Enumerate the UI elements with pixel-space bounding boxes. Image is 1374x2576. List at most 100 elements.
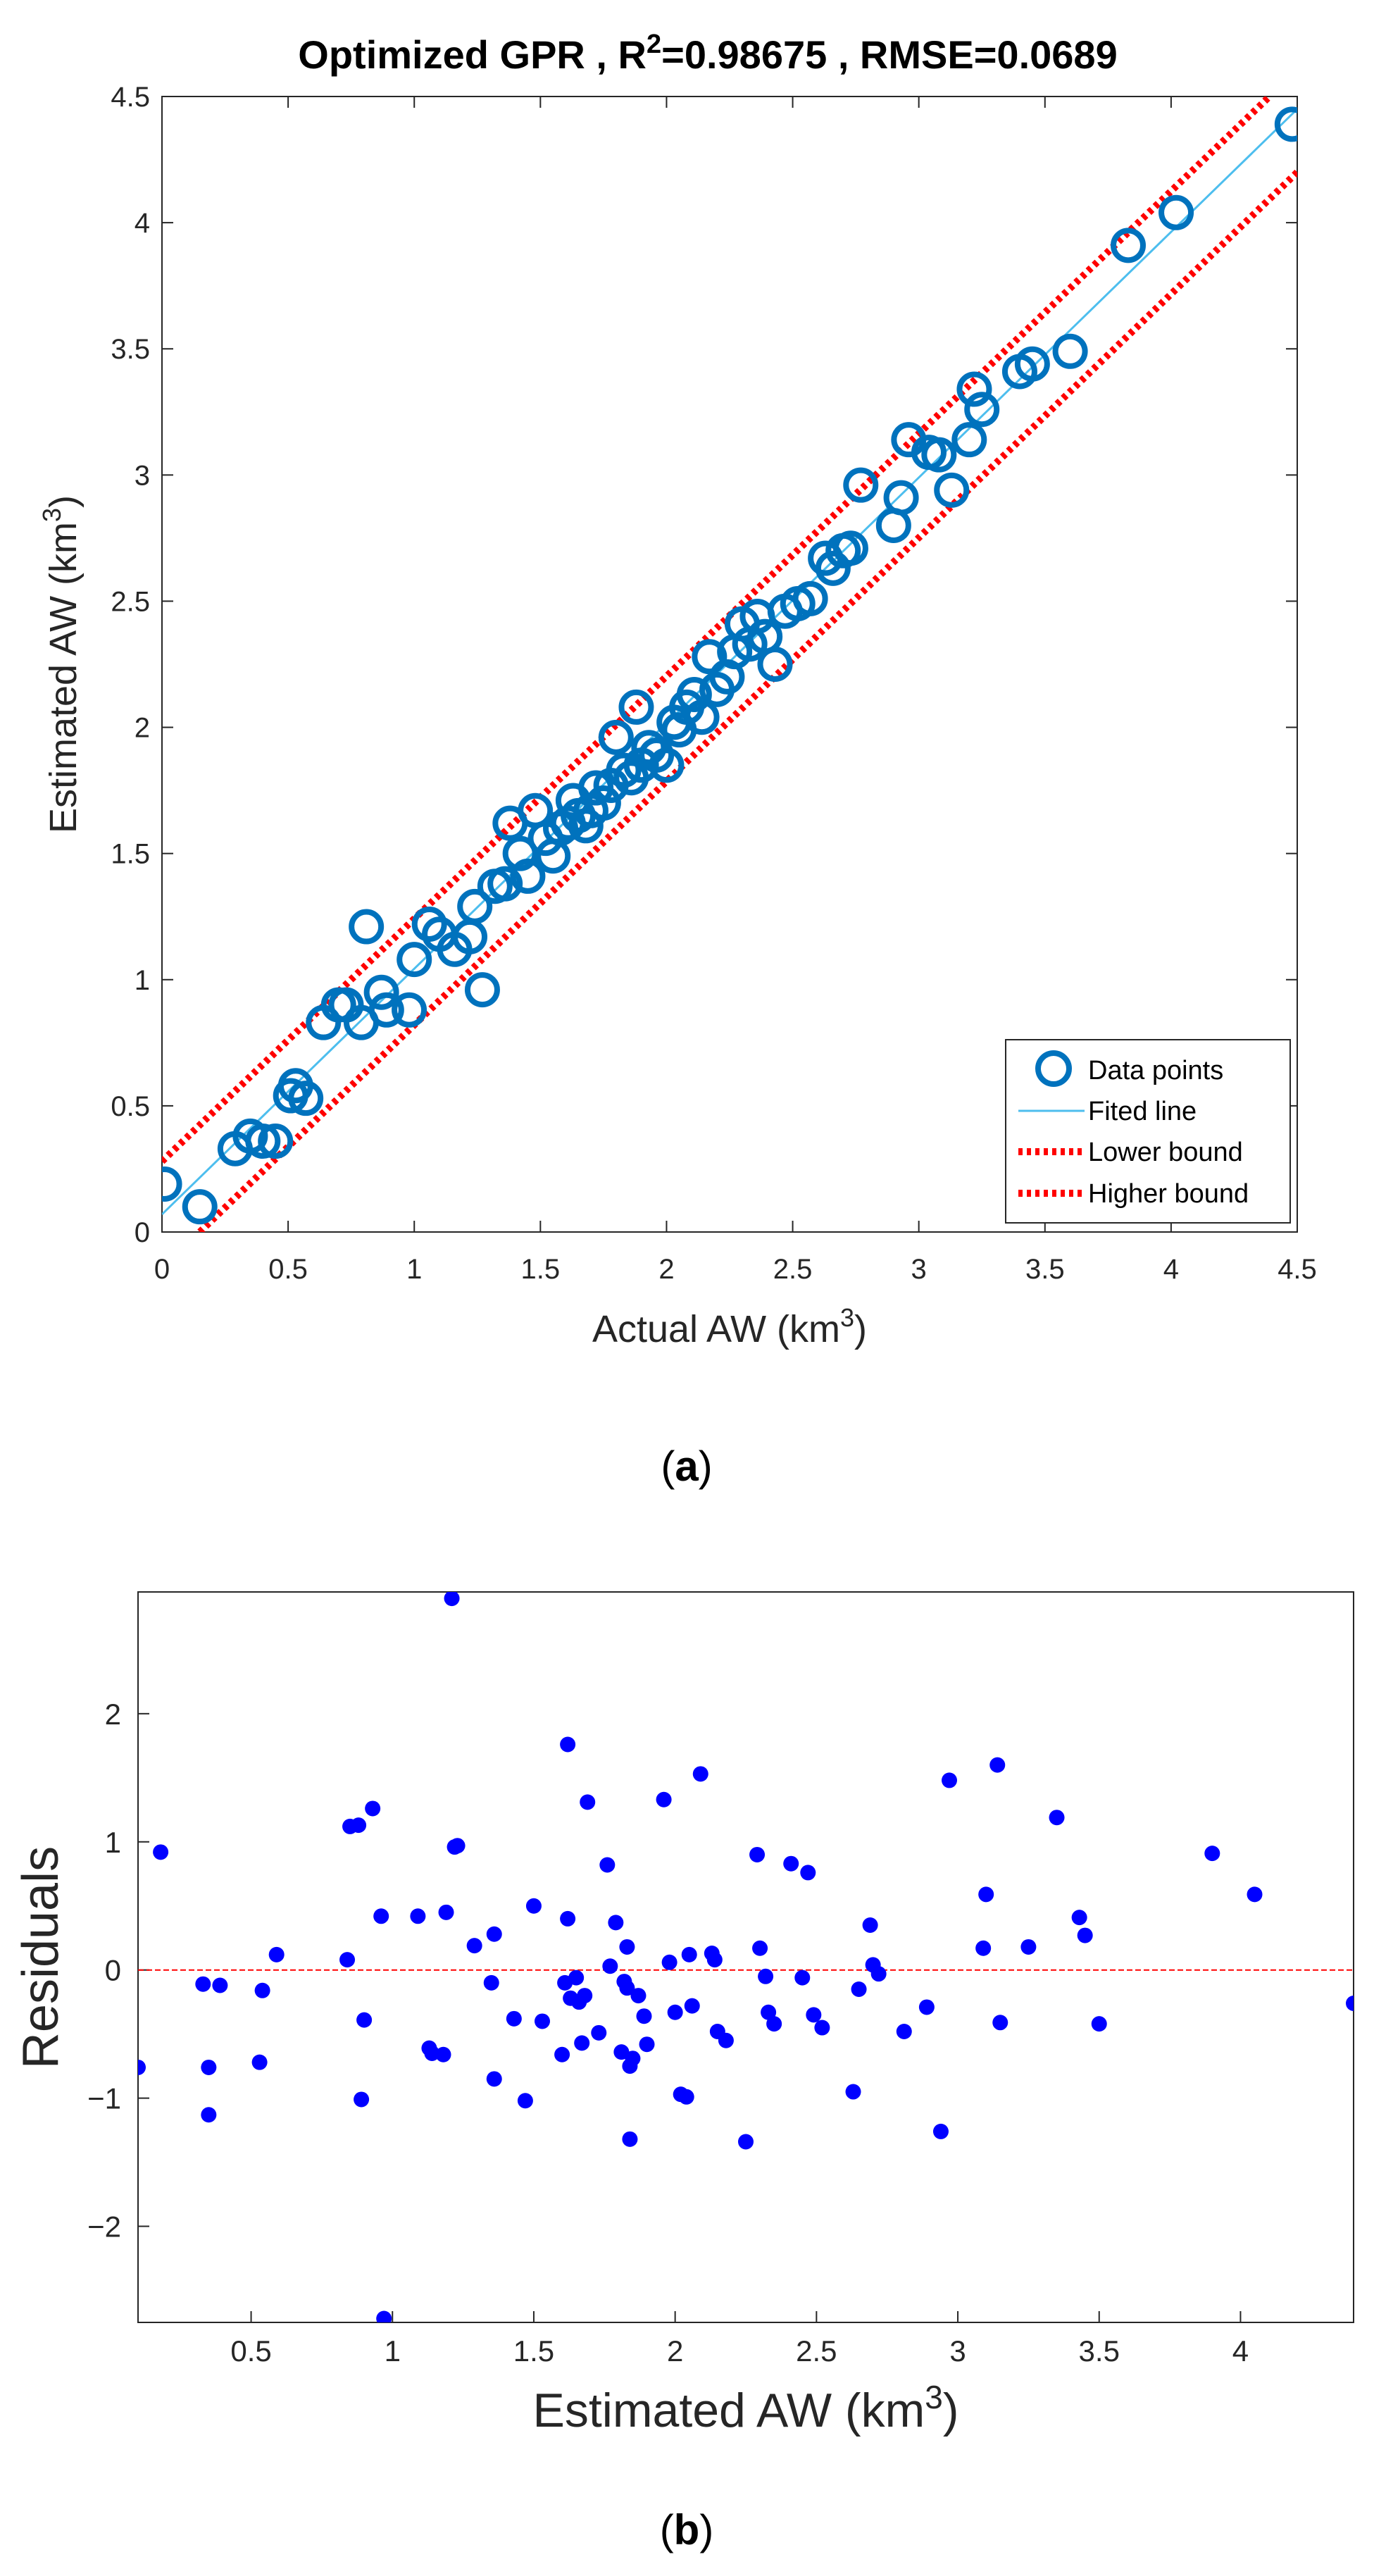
residual-point [608,1915,624,1931]
y-axis-ticks: −2 −1 0 1 2 [87,1698,149,2244]
x-tick-label: 2 [658,1254,674,1285]
residual-point [577,1988,593,2004]
data-point [639,737,675,773]
data-point [934,472,970,508]
residual-point [1091,2016,1107,2032]
residual-point [1077,1927,1093,1943]
residual-point [738,2134,754,2150]
residual-point [1204,1846,1220,1862]
residual-point [800,1865,816,1881]
x-tick-label: 0.5 [230,2334,271,2367]
residual-point [444,1592,460,1607]
residual-point [254,1982,270,1998]
x-tick-label: 1 [385,2334,401,2367]
residual-point [752,1940,768,1956]
residual-point [706,1952,723,1968]
data-point [598,719,634,755]
y-tick-label: 1 [135,965,150,996]
residual-point [424,2045,440,2061]
residual-point [613,2044,630,2060]
data-point [457,888,493,924]
residual-point [932,2123,949,2139]
residual-point [761,2004,777,2020]
residual-point [517,2093,533,2109]
residual-point [678,2089,694,2105]
data-point [684,699,720,735]
x-tick-label: 2.5 [773,1254,813,1285]
residual-point [365,1800,381,1817]
data-point [1110,228,1146,263]
residual-point [435,2046,451,2062]
residual-point [376,2310,392,2322]
x-tick-label: 1.5 [513,2334,554,2367]
plot-area [137,1591,1354,2323]
residual-point [681,1946,697,1962]
data-point [1274,106,1297,142]
residual-point [599,1857,616,1873]
residual-point [554,2046,570,2062]
residual-point [794,1970,811,1986]
x-tick-label: 4.5 [1278,1254,1317,1285]
residual-point [783,1855,799,1872]
residual-point [574,2035,590,2051]
residual-point [591,2024,607,2041]
residual-point [438,1904,454,1920]
data-point [649,747,685,783]
y-tick-label: 0.5 [111,1091,150,1122]
residual-point [749,1846,766,1862]
residual-point [1020,1939,1037,1955]
panel-a-scatter-chart: Optimized GPR , R2=0.98675 , RMSE=0.0689… [37,30,1317,1490]
y-tick-label: 1 [105,1826,121,1859]
y-tick-label: 2 [135,713,150,744]
data-point [568,808,604,844]
residual-point [580,1794,596,1810]
data-point [510,858,546,894]
residual-point [758,1968,774,1984]
residual-point [356,2012,373,2028]
data-point [921,437,957,473]
data-point [464,972,500,1008]
residual-point [602,1958,618,1974]
residual-points [138,1592,1354,2322]
y-tick-label: 0 [105,1954,121,1987]
data-point [288,1081,324,1116]
x-tick-label: 3 [911,1254,927,1285]
data-point [182,1189,218,1225]
x-axis-label: Estimated AW (km3) [533,2379,959,2437]
data-point [368,992,404,1028]
residual-point [201,2107,217,2123]
residual-point [630,1988,647,2004]
residual-point [1071,1910,1087,1926]
residual-point [766,2016,782,2032]
data-point [258,1124,294,1159]
x-tick-label: 4 [1163,1254,1179,1285]
residual-point [639,2036,655,2053]
residual-point [268,1946,285,1962]
residual-point [534,2013,550,2029]
residual-point [483,1974,499,1991]
data-point [631,730,667,766]
data-point [396,942,432,978]
y-tick-label: 1.5 [111,839,150,870]
residual-point [466,1938,482,1954]
residual-point [1247,1886,1263,1903]
residual-point [667,2004,683,2020]
data-point [606,752,642,788]
residual-point [851,1981,867,1997]
residual-point [212,1977,228,1993]
residual-point [942,1772,958,1788]
x-axis-ticks: 0 0.5 1 1.5 2 2.5 3 3.5 4 4.5 [154,97,1317,1285]
x-axis-ticks: 0.5 1 1.5 2 2.5 3 3.5 4 [230,2311,1249,2367]
x-tick-label: 3.5 [1025,1254,1065,1285]
legend-label-higher-bound: Higher bound [1088,1179,1249,1209]
residual-point [870,1966,887,1982]
data-point [618,689,654,725]
residual-point [195,1976,211,1992]
x-tick-label: 1 [406,1254,422,1285]
residual-point [619,1939,635,1955]
residual-point [661,1954,677,1970]
data-point [815,550,851,586]
data-point [502,835,538,871]
caption-a: (a) [661,1443,712,1490]
residual-point [486,1926,502,1942]
